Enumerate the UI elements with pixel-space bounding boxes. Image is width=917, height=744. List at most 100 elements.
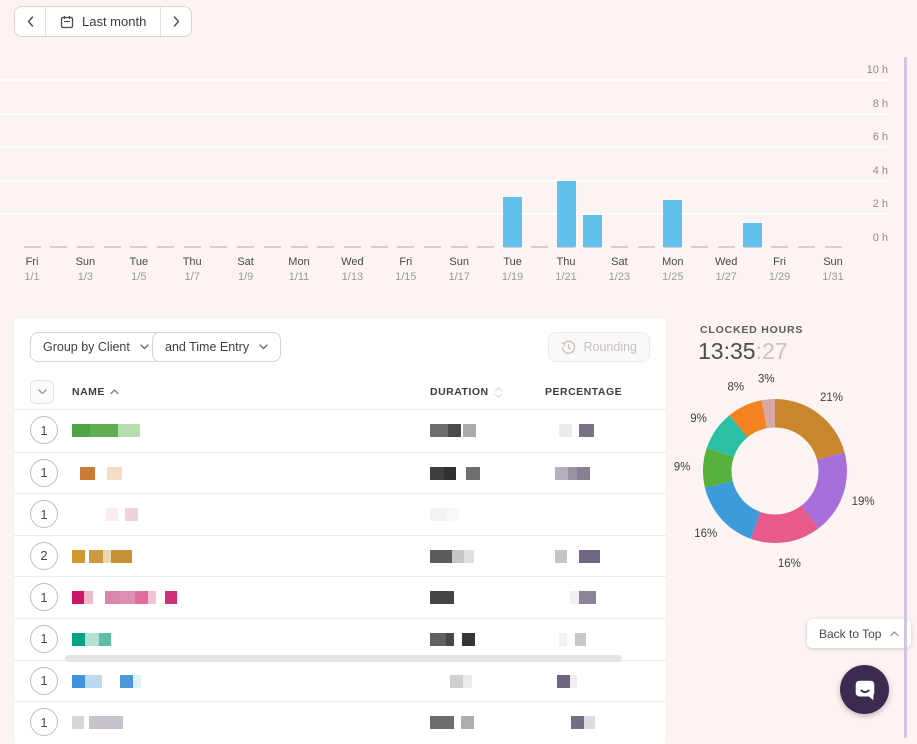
gridline bbox=[0, 179, 890, 182]
row-duration-redacted bbox=[430, 508, 459, 522]
x-axis-day-label: Sun bbox=[75, 256, 96, 268]
column-header-duration[interactable]: DURATION bbox=[430, 386, 503, 398]
x-axis-day-label: Sun bbox=[823, 256, 843, 268]
column-header-percentage[interactable]: PERCENTAGE bbox=[545, 386, 623, 398]
calendar-icon bbox=[60, 15, 74, 28]
table-row[interactable]: 1 bbox=[14, 701, 666, 743]
table-row[interactable]: 1 bbox=[14, 493, 666, 535]
zero-baseline-dash bbox=[424, 246, 441, 248]
table-row[interactable]: 1 bbox=[14, 659, 666, 702]
row-count-badge[interactable]: 1 bbox=[30, 666, 58, 695]
redacted-name-block bbox=[89, 549, 103, 563]
donut-segment bbox=[704, 481, 761, 539]
row-duration-redacted bbox=[430, 674, 472, 688]
back-to-top-label: Back to Top bbox=[819, 626, 882, 641]
redacted-name-block bbox=[90, 424, 118, 437]
row-name-redacted bbox=[72, 591, 177, 605]
zero-baseline-dash bbox=[530, 246, 548, 248]
table-row[interactable]: 1 bbox=[14, 451, 666, 494]
zero-baseline-dash bbox=[691, 246, 708, 248]
x-axis-day-label: Mon bbox=[288, 256, 310, 268]
donut-percentage-label: 3% bbox=[758, 373, 775, 385]
row-percentage-redacted bbox=[545, 591, 596, 605]
x-axis-date-label: 1/9 bbox=[237, 271, 254, 283]
chevron-down-icon bbox=[140, 344, 149, 350]
date-range-button[interactable]: Last month bbox=[45, 7, 162, 36]
rounding-clock-icon bbox=[562, 340, 576, 354]
redacted-duration-block bbox=[450, 674, 463, 688]
redacted-percentage-block bbox=[579, 424, 594, 437]
x-axis-date-label: 1/15 bbox=[395, 271, 417, 283]
subgroup-dropdown[interactable]: and Time Entry bbox=[152, 332, 282, 362]
zero-baseline-dash bbox=[610, 246, 628, 248]
redacted-percentage-block bbox=[577, 466, 590, 480]
table-row[interactable]: 1 bbox=[14, 617, 666, 660]
zero-baseline-dash bbox=[23, 246, 41, 248]
y-axis-tick: 4 h bbox=[872, 164, 888, 177]
rounding-label: Rounding bbox=[583, 340, 637, 354]
redacted-name-block bbox=[80, 466, 95, 480]
table-row[interactable]: 2 bbox=[14, 534, 666, 577]
redacted-name-block bbox=[107, 466, 122, 480]
back-to-top-button[interactable]: Back to Top bbox=[807, 619, 912, 648]
redacted-name-block bbox=[103, 549, 111, 563]
redacted-percentage-block bbox=[579, 549, 600, 563]
row-count-badge[interactable]: 1 bbox=[30, 416, 58, 444]
chevron-down-icon bbox=[37, 389, 47, 395]
chat-launcher[interactable] bbox=[840, 665, 889, 714]
rounding-button[interactable]: Rounding bbox=[548, 332, 650, 362]
y-axis-tick: 8 h bbox=[872, 97, 888, 110]
redacted-name-block bbox=[72, 716, 84, 730]
bar-1/28 bbox=[743, 223, 763, 247]
row-percentage-redacted bbox=[545, 674, 577, 688]
prev-period-button[interactable] bbox=[15, 7, 45, 36]
table-row[interactable]: 1 bbox=[14, 410, 666, 452]
x-axis-date-label: 1/27 bbox=[715, 271, 737, 283]
row-percentage-redacted bbox=[545, 632, 586, 646]
x-axis-day-label: Fri bbox=[399, 256, 413, 268]
vertical-scrollbar[interactable] bbox=[904, 57, 907, 738]
row-count-badge[interactable]: 1 bbox=[30, 458, 58, 487]
row-count-badge[interactable]: 1 bbox=[30, 583, 58, 612]
x-axis-day-label: Sun bbox=[449, 256, 469, 268]
chevron-up-icon bbox=[890, 630, 900, 636]
x-axis-day-label: Wed bbox=[341, 256, 364, 268]
redacted-percentage-block bbox=[557, 674, 570, 688]
donut-percentage-label: 16% bbox=[694, 528, 717, 540]
collapse-all-button[interactable] bbox=[30, 380, 54, 404]
zero-baseline-dash bbox=[76, 246, 94, 248]
donut-percentage-label: 19% bbox=[852, 496, 875, 508]
next-period-button[interactable] bbox=[161, 7, 191, 36]
x-axis-date-label: 1/31 bbox=[822, 271, 844, 283]
zero-baseline-dash bbox=[771, 246, 789, 248]
row-name-redacted bbox=[72, 674, 141, 688]
row-duration-redacted bbox=[430, 466, 480, 480]
row-count-badge[interactable]: 2 bbox=[30, 541, 58, 570]
row-percentage-redacted bbox=[545, 466, 590, 480]
row-name-redacted bbox=[72, 716, 123, 730]
redacted-name-block bbox=[84, 591, 93, 605]
row-name-redacted bbox=[72, 508, 138, 522]
row-count-badge[interactable]: 1 bbox=[30, 500, 58, 529]
row-count-badge[interactable]: 1 bbox=[30, 708, 58, 737]
column-header-name[interactable]: NAME bbox=[72, 386, 119, 398]
zero-baseline-dash bbox=[664, 246, 682, 248]
redacted-name-block bbox=[85, 632, 99, 646]
table-row[interactable]: 1 bbox=[14, 576, 666, 618]
gridline bbox=[0, 79, 890, 81]
table-header: NAME DURATION PERCENTAGE bbox=[14, 376, 666, 410]
redacted-percentage-block bbox=[584, 716, 595, 730]
redacted-duration-block bbox=[448, 424, 461, 437]
donut-segment bbox=[729, 400, 767, 438]
clocked-hours-donut-chart: 21% 19% 16% 16% 9% 9% 8% 3% bbox=[674, 373, 875, 569]
x-axis-day-label: Mon bbox=[662, 256, 684, 268]
row-count-badge[interactable]: 1 bbox=[30, 624, 58, 653]
redacted-name-block bbox=[89, 716, 123, 730]
chevron-down-icon bbox=[259, 344, 268, 350]
x-axis-day-label: Thu bbox=[556, 256, 576, 268]
x-axis-day-label: Tue bbox=[129, 256, 149, 268]
redacted-name-block bbox=[135, 591, 148, 605]
horizontal-scrollbar[interactable] bbox=[65, 655, 622, 662]
group-by-dropdown[interactable]: Group by Client bbox=[30, 332, 162, 362]
y-axis-tick: 6 h bbox=[872, 131, 888, 144]
